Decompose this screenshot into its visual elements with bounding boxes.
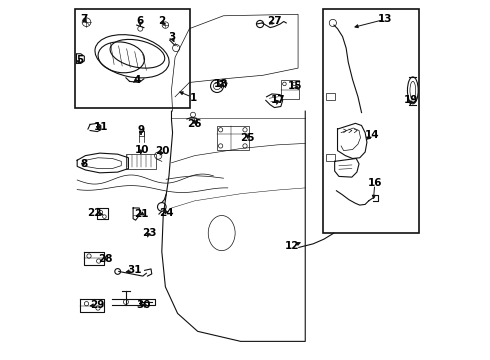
Text: 11: 11 — [94, 122, 108, 132]
Text: 28: 28 — [98, 254, 112, 264]
Text: 16: 16 — [368, 178, 382, 188]
Text: 23: 23 — [142, 228, 156, 238]
Bar — [126, 154, 156, 168]
Text: 22: 22 — [87, 208, 101, 218]
Text: 18: 18 — [213, 79, 228, 89]
Text: 31: 31 — [127, 265, 142, 275]
Text: 10: 10 — [134, 144, 149, 154]
Text: 24: 24 — [160, 208, 174, 218]
Text: 5: 5 — [75, 55, 83, 65]
Bar — [281, 80, 299, 99]
Text: 14: 14 — [365, 130, 380, 140]
Text: 17: 17 — [270, 95, 285, 105]
Text: 4: 4 — [134, 75, 141, 85]
Bar — [217, 126, 248, 149]
Text: 7: 7 — [81, 14, 88, 24]
Bar — [323, 9, 419, 233]
Text: 8: 8 — [80, 159, 87, 169]
Text: 21: 21 — [134, 209, 149, 219]
Text: 19: 19 — [403, 95, 418, 105]
Text: 20: 20 — [155, 146, 170, 156]
Text: 13: 13 — [378, 14, 392, 24]
Text: 25: 25 — [241, 133, 255, 143]
Text: 30: 30 — [137, 300, 151, 310]
Text: 1: 1 — [189, 93, 196, 103]
Bar — [326, 154, 335, 161]
Text: 26: 26 — [187, 120, 201, 129]
Bar — [74, 9, 191, 108]
Text: 29: 29 — [90, 300, 104, 310]
Bar — [326, 93, 335, 100]
Text: 15: 15 — [288, 81, 302, 91]
Text: 27: 27 — [267, 17, 282, 27]
Text: 9: 9 — [137, 125, 145, 135]
Text: 2: 2 — [158, 17, 166, 27]
Text: 6: 6 — [137, 17, 144, 27]
Text: 3: 3 — [168, 32, 175, 41]
Text: 12: 12 — [284, 241, 299, 251]
